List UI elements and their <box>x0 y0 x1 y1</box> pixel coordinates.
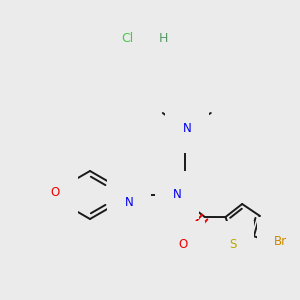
Text: O: O <box>178 238 188 251</box>
Text: O: O <box>51 187 60 200</box>
Text: S: S <box>125 182 133 196</box>
Text: N: N <box>182 122 191 136</box>
Text: Br: Br <box>274 235 287 248</box>
Text: H: H <box>158 32 168 44</box>
Text: N: N <box>172 188 181 202</box>
Text: S: S <box>229 238 236 251</box>
Text: Cl: Cl <box>121 32 133 44</box>
Text: O: O <box>51 190 60 203</box>
Text: N: N <box>124 196 133 209</box>
